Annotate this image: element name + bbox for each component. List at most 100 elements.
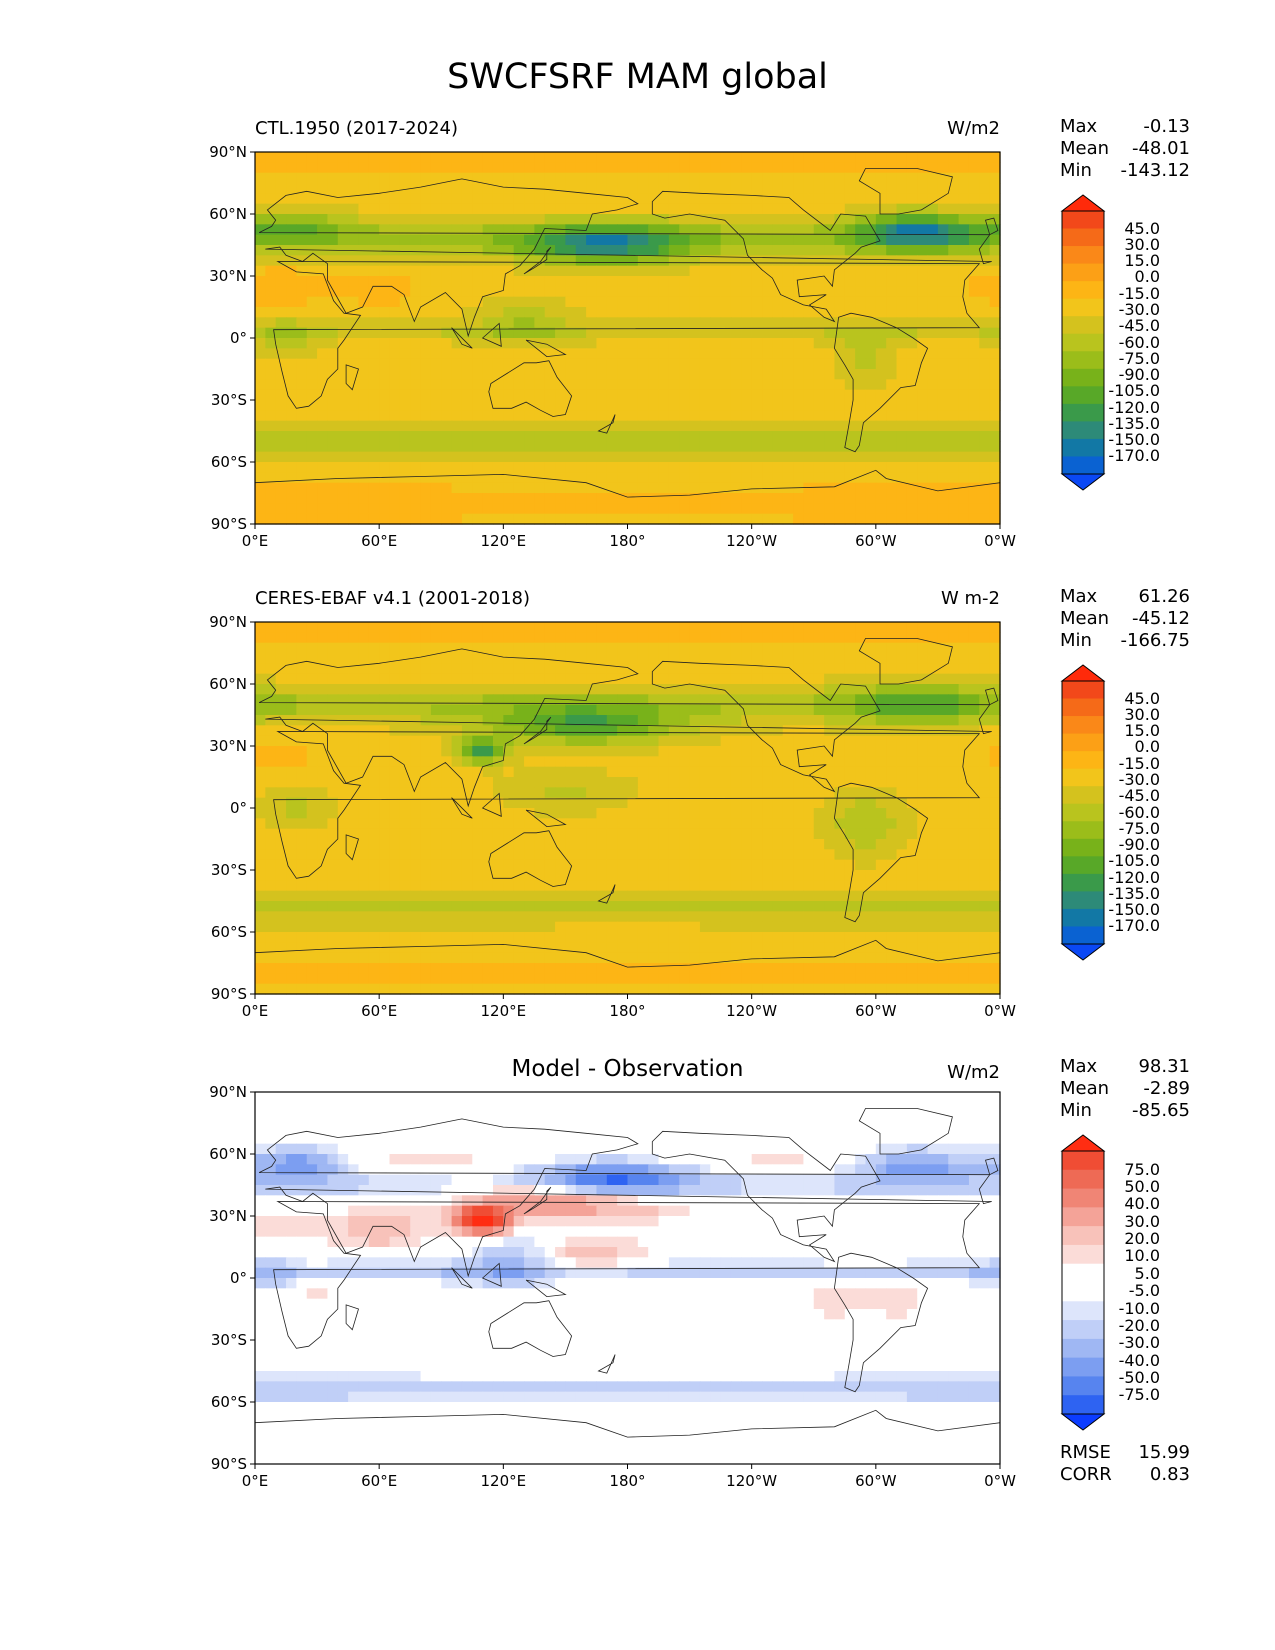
mean-label: Mean bbox=[1060, 138, 1110, 159]
lon-tick-label: 120°W bbox=[726, 1472, 778, 1490]
colorbar-tick-label: 40.0 bbox=[1124, 1194, 1160, 1214]
units-label: W/m2 bbox=[947, 118, 1000, 139]
lat-tick-label: 30°S bbox=[210, 861, 247, 879]
lat-tick-label: 60°N bbox=[209, 675, 247, 693]
lon-tick-label: 60°E bbox=[361, 1472, 398, 1490]
lat-tick-label: 30°N bbox=[209, 737, 247, 755]
lon-tick-label: 180° bbox=[609, 1472, 646, 1490]
colorbar-tick-label: 30.0 bbox=[1124, 704, 1160, 724]
lat-tick-label: 0° bbox=[229, 799, 247, 817]
colorbar-tick-label: -120.0 bbox=[1108, 867, 1160, 887]
colorbar-tick-label: -135.0 bbox=[1108, 413, 1160, 433]
page-title: SWCFSRF MAM global bbox=[447, 57, 828, 97]
lon-tick-label: 120°E bbox=[480, 532, 527, 550]
colorbar-tick-label: -30.0 bbox=[1118, 769, 1160, 789]
colorbar-tick-label: 30.0 bbox=[1124, 1211, 1160, 1231]
colorbar-tick-label: 50.0 bbox=[1124, 1177, 1160, 1197]
min-label: Min bbox=[1060, 1100, 1092, 1121]
colorbar-tick-label: -75.0 bbox=[1118, 1385, 1160, 1405]
lon-tick-label: 60°E bbox=[361, 1002, 398, 1020]
mean-value: -48.01 bbox=[1131, 138, 1190, 159]
lon-tick-label: 60°W bbox=[855, 1002, 897, 1020]
lon-tick-label: 120°W bbox=[726, 532, 778, 550]
lat-tick-label: 90°S bbox=[210, 1455, 247, 1473]
max-label: Max bbox=[1060, 586, 1098, 607]
lon-tick-label: 0°E bbox=[241, 1002, 269, 1020]
min-label: Min bbox=[1060, 160, 1092, 181]
units-label: W/m2 bbox=[947, 1062, 1000, 1083]
units-label: W m-2 bbox=[940, 588, 1000, 609]
lon-tick-label: 120°W bbox=[726, 1002, 778, 1020]
max-value: 61.26 bbox=[1138, 586, 1190, 607]
stats-block: Max -0.13 Mean -48.01 Min -143.12 bbox=[1060, 116, 1190, 182]
colorbar-tick-label: -75.0 bbox=[1118, 818, 1160, 838]
lat-tick-label: 30°N bbox=[209, 267, 247, 285]
colorbar-tick-label: -90.0 bbox=[1118, 835, 1160, 855]
min-value: -143.12 bbox=[1120, 160, 1190, 181]
colorbar-tick-label: -60.0 bbox=[1118, 802, 1160, 822]
colorbar-tick-label: -135.0 bbox=[1108, 883, 1160, 903]
colorbar-tick-label: -50.0 bbox=[1118, 1367, 1160, 1387]
panel-diff: Model - Observation W/m2 Max 98.31 Mean -2… bbox=[0, 1040, 1275, 1490]
map-svg bbox=[250, 151, 1106, 529]
lon-tick-label: 0°W bbox=[984, 1002, 1016, 1020]
max-value: -0.13 bbox=[1143, 116, 1190, 137]
min-value: -85.65 bbox=[1131, 1100, 1190, 1121]
colorbar-tick-label: -150.0 bbox=[1108, 900, 1160, 920]
lon-tick-label: 0°E bbox=[241, 532, 269, 550]
rmse-label: RMSE bbox=[1060, 1442, 1111, 1463]
panel-ctl: CTL.1950 (2017-2024) W/m2 Max -0.13 Mean -… bbox=[0, 100, 1275, 550]
panel-title: Model - Observation bbox=[511, 1056, 744, 1082]
lat-tick-label: 0° bbox=[229, 329, 247, 347]
colorbar-tick-label: 20.0 bbox=[1124, 1229, 1160, 1249]
lon-tick-label: 60°E bbox=[361, 532, 398, 550]
lat-tick-label: 60°N bbox=[209, 1145, 247, 1163]
colorbar-tick-label: -40.0 bbox=[1118, 1350, 1160, 1370]
map-svg bbox=[250, 1091, 1106, 1469]
max-label: Max bbox=[1060, 1056, 1098, 1077]
map-field bbox=[255, 152, 1001, 525]
lon-tick-label: 0°W bbox=[984, 1472, 1016, 1490]
colorbar-tick-label: 75.0 bbox=[1124, 1159, 1160, 1179]
lat-tick-label: 90°S bbox=[210, 985, 247, 1003]
lat-tick-label: 30°S bbox=[210, 391, 247, 409]
colorbar-tick-label: -75.0 bbox=[1118, 348, 1160, 368]
colorbar-tick-label: -170.0 bbox=[1108, 916, 1160, 936]
lat-tick-label: 60°S bbox=[210, 1393, 247, 1411]
mean-value: -45.12 bbox=[1131, 608, 1190, 629]
min-label: Min bbox=[1060, 630, 1092, 651]
panel-title: CERES-EBAF v4.1 (2001-2018) bbox=[255, 588, 531, 609]
lat-tick-label: 90°N bbox=[209, 1083, 247, 1101]
min-value: -166.75 bbox=[1120, 630, 1190, 651]
colorbar bbox=[1060, 1134, 1106, 1431]
colorbar-tick-label: 0.0 bbox=[1134, 267, 1160, 287]
lon-tick-label: 180° bbox=[609, 1002, 646, 1020]
colorbar-tick-label: -45.0 bbox=[1118, 786, 1160, 806]
lat-tick-label: 60°S bbox=[210, 923, 247, 941]
lon-tick-label: 120°E bbox=[480, 1472, 527, 1490]
colorbar-tick-label: 5.0 bbox=[1134, 1263, 1160, 1283]
colorbar-tick-label: -10.0 bbox=[1118, 1298, 1160, 1318]
colorbar-tick-label: -60.0 bbox=[1118, 332, 1160, 352]
colorbar-tick-label: 45.0 bbox=[1124, 688, 1160, 708]
mean-label: Mean bbox=[1060, 1078, 1110, 1099]
colorbar-tick-label: -15.0 bbox=[1118, 283, 1160, 303]
colorbar-tick-label: -120.0 bbox=[1108, 397, 1160, 417]
stats-block: Max 98.31 Mean -2.89 Min -85.65 bbox=[1060, 1056, 1190, 1122]
map-field bbox=[255, 1092, 1001, 1465]
colorbar-tick-label: -105.0 bbox=[1108, 381, 1160, 401]
max-value: 98.31 bbox=[1138, 1056, 1190, 1077]
lat-tick-label: 60°S bbox=[210, 453, 247, 471]
colorbar-tick-label: -5.0 bbox=[1128, 1281, 1160, 1301]
lat-tick-label: 90°N bbox=[209, 143, 247, 161]
lon-tick-label: 180° bbox=[609, 532, 646, 550]
colorbar-tick-label: -105.0 bbox=[1108, 851, 1160, 871]
lat-tick-label: 30°S bbox=[210, 1331, 247, 1349]
corr-label: CORR bbox=[1060, 1464, 1112, 1485]
colorbar-tick-label: 15.0 bbox=[1124, 251, 1160, 271]
colorbar-tick-label: -45.0 bbox=[1118, 316, 1160, 336]
colorbar-tick-label: -150.0 bbox=[1108, 430, 1160, 450]
mean-value: -2.89 bbox=[1143, 1078, 1190, 1099]
mean-label: Mean bbox=[1060, 608, 1110, 629]
lon-tick-label: 0°W bbox=[984, 532, 1016, 550]
